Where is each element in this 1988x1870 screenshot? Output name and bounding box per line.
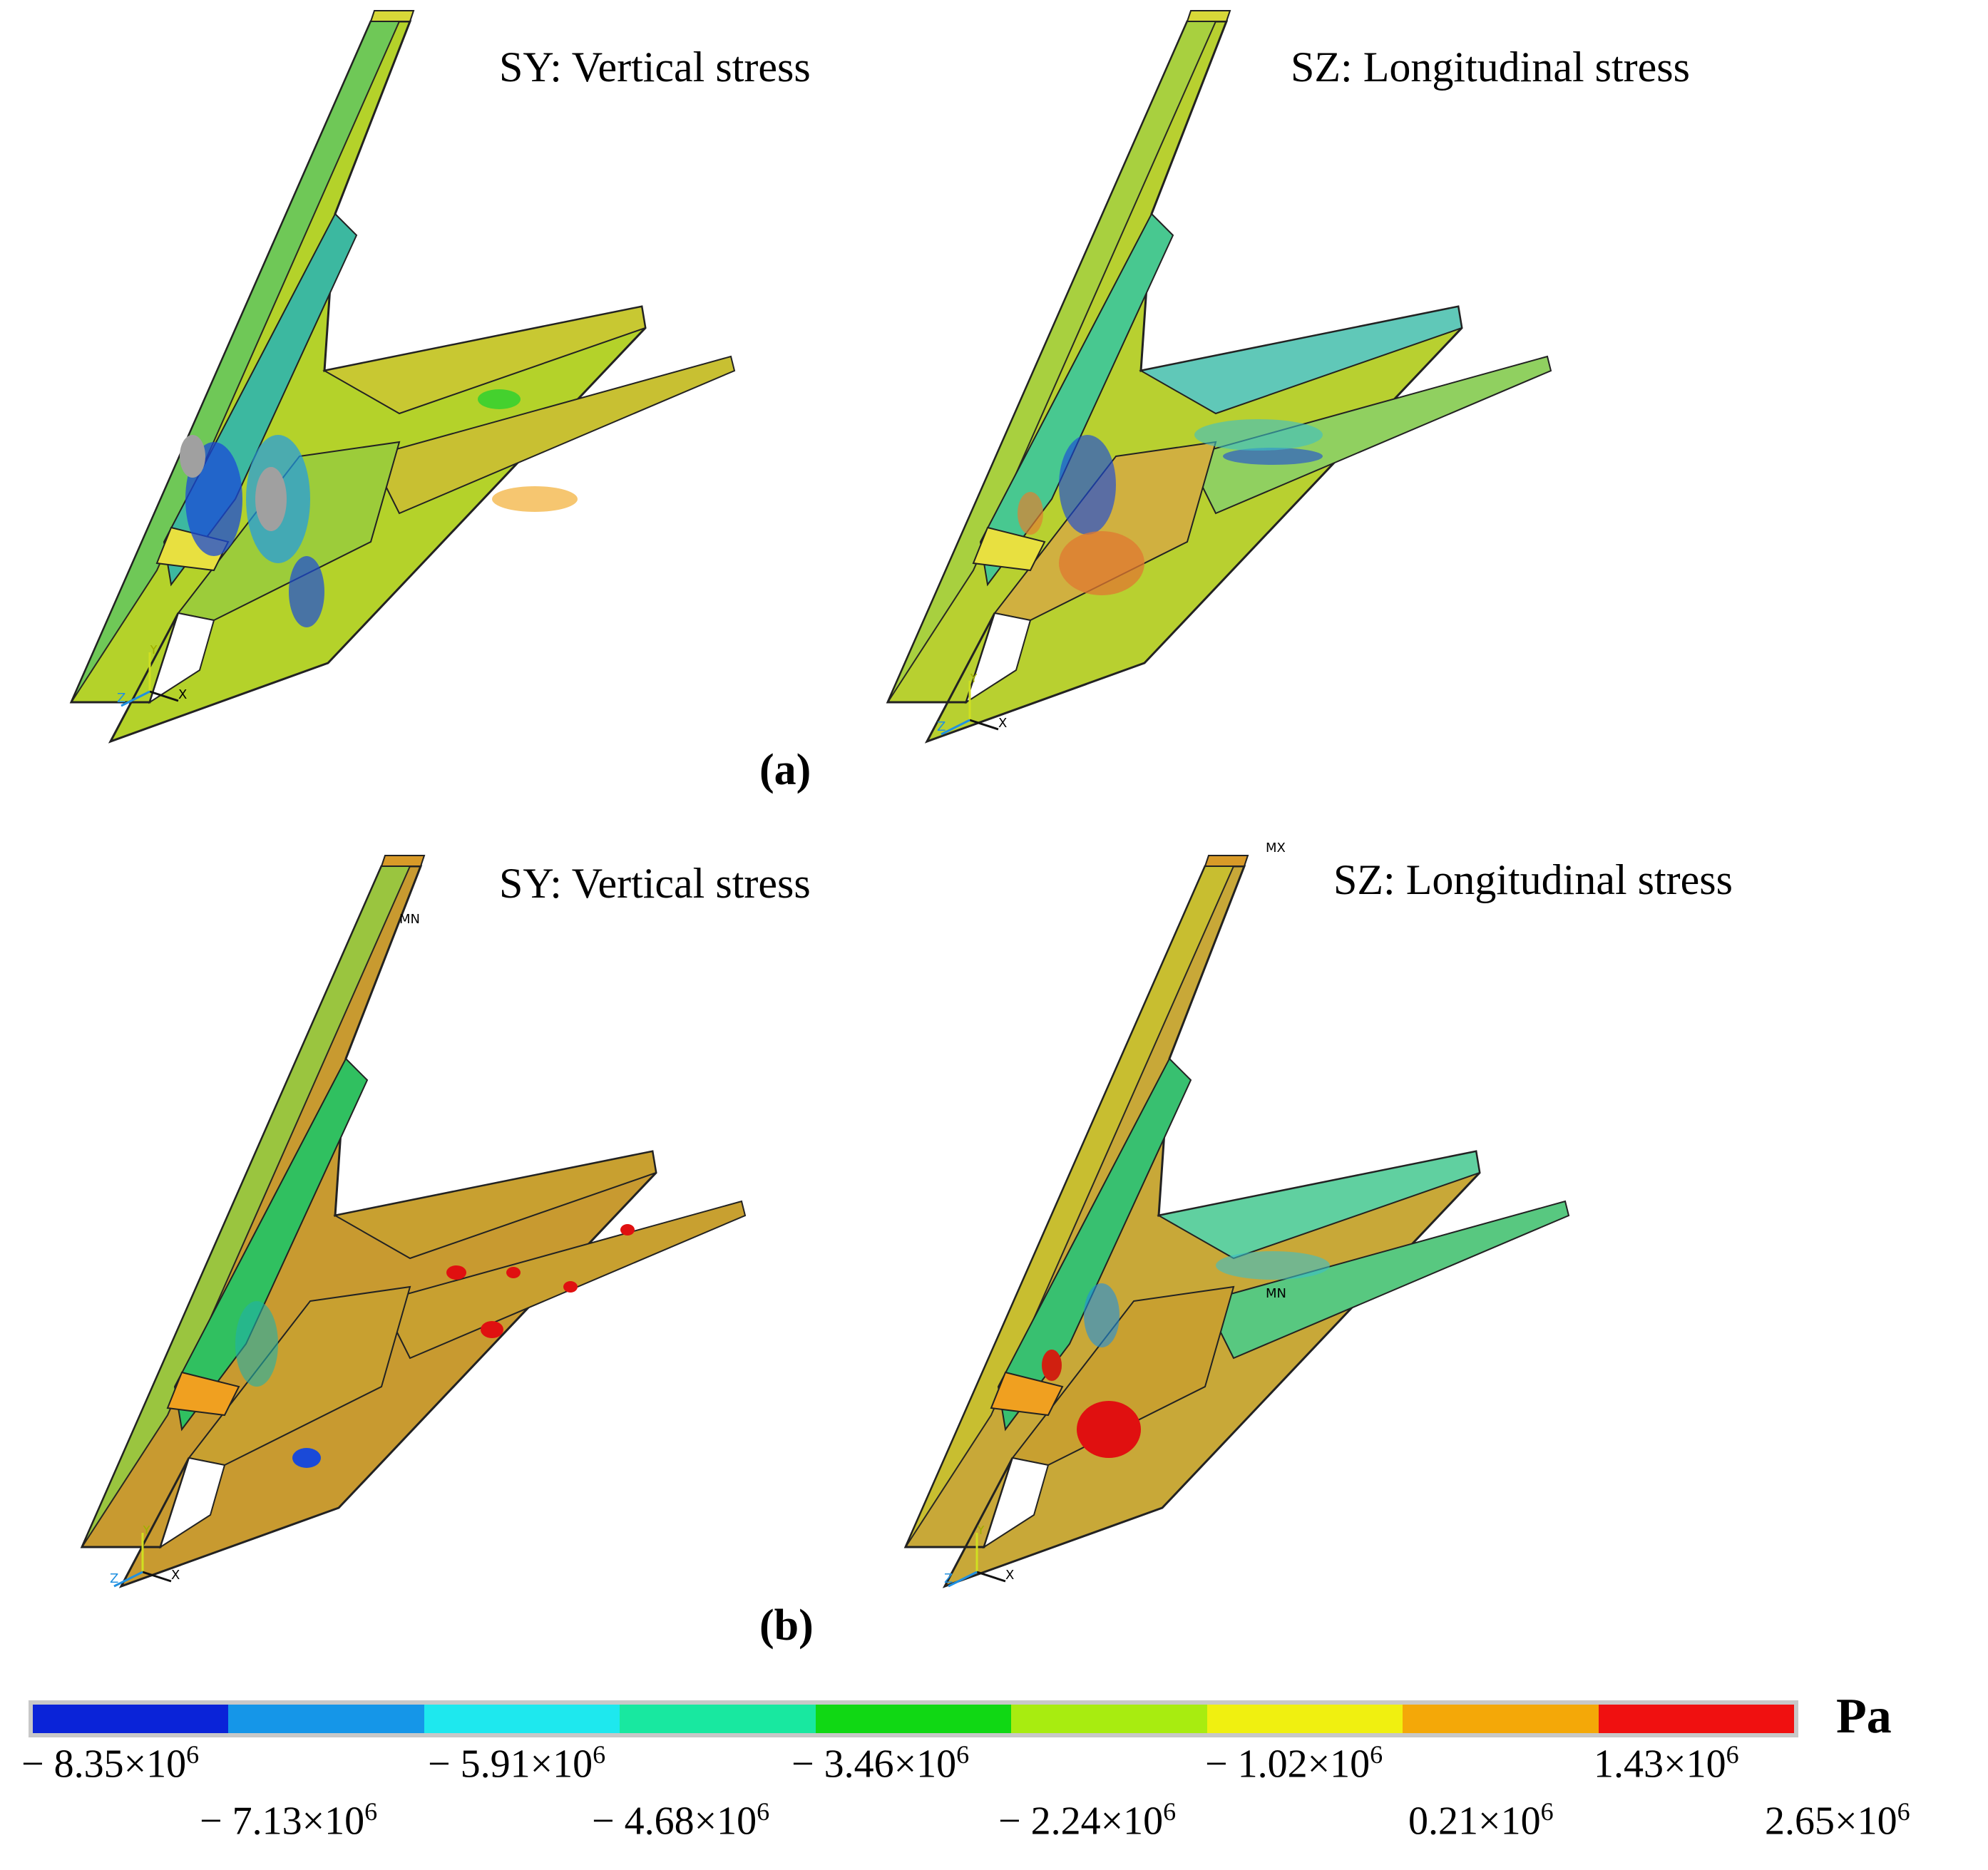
panel-title: SZ: Longitudinal stress xyxy=(1333,856,1733,903)
panel-b-sy: MN SY: Vertical stress X Y Z xyxy=(0,831,927,1615)
color-swatch-4 xyxy=(815,1705,1012,1733)
svg-text:Y: Y xyxy=(149,645,158,657)
tick-lower: − 4.68×106 xyxy=(592,1797,770,1844)
tick-upper: − 5.91×106 xyxy=(428,1740,606,1787)
color-swatch-6 xyxy=(1206,1705,1403,1733)
color-swatch-1 xyxy=(228,1705,424,1733)
svg-text:X: X xyxy=(171,1568,180,1583)
svg-text:Z: Z xyxy=(937,719,946,734)
panel-a-sz: SZ: Longitudinal stress X Y Z xyxy=(816,0,1743,756)
tick-lower: − 7.13×106 xyxy=(200,1797,378,1844)
color-swatch-7 xyxy=(1403,1705,1599,1733)
color-swatch-2 xyxy=(424,1705,620,1733)
tick-upper: − 3.46×106 xyxy=(791,1740,970,1787)
svg-text:X: X xyxy=(1005,1568,1014,1583)
axis-triad-icon: X Y Z xyxy=(944,1526,1014,1588)
axis-triad-icon: X Y Z xyxy=(110,1526,180,1588)
row-label-b: (b) xyxy=(759,1601,814,1650)
panel-title: SY: Vertical stress xyxy=(499,43,811,91)
tick-lower: 0.21×106 xyxy=(1408,1797,1554,1844)
panel-a-sy: SY: Vertical stress X Y Z xyxy=(0,0,927,756)
svg-text:Y: Y xyxy=(976,1526,985,1538)
svg-text:Z: Z xyxy=(117,691,125,706)
unit-label: Pa xyxy=(1836,1689,1892,1744)
svg-text:MX: MX xyxy=(1266,841,1286,856)
stress-contour-b-sz: MN MX xyxy=(904,841,1570,1588)
panel-title: SZ: Longitudinal stress xyxy=(1291,43,1690,91)
color-swatch-0 xyxy=(33,1705,229,1733)
tick-upper: − 1.02×106 xyxy=(1205,1740,1383,1787)
tick-upper: − 8.35×106 xyxy=(21,1740,200,1787)
tick-lower: − 2.24×106 xyxy=(998,1797,1177,1844)
stress-contour-a-sz xyxy=(886,9,1552,743)
tick-lower: 2.65×106 xyxy=(1765,1797,1910,1844)
axis-triad-icon: X Y Z xyxy=(117,645,187,707)
panel-title: SY: Vertical stress xyxy=(499,860,811,907)
svg-text:Y: Y xyxy=(142,1526,151,1538)
svg-text:X: X xyxy=(178,687,187,702)
stress-contour-b-sy: MN xyxy=(81,854,747,1588)
color-swatch-3 xyxy=(620,1705,816,1733)
color-scale-bar xyxy=(29,1700,1798,1737)
svg-text:Z: Z xyxy=(110,1571,118,1586)
svg-text:Y: Y xyxy=(969,674,978,686)
svg-text:MN: MN xyxy=(1266,1286,1286,1301)
svg-text:MN: MN xyxy=(399,912,420,927)
panel-b-sz: MN MX SZ: Longitudinal stress X Y Z xyxy=(816,831,1743,1615)
svg-text:X: X xyxy=(998,716,1007,731)
axis-triad-icon: X Y Z xyxy=(937,674,1007,736)
color-swatch-8 xyxy=(1598,1705,1794,1733)
tick-upper: 1.43×106 xyxy=(1594,1740,1739,1787)
row-label-a: (a) xyxy=(759,746,811,794)
color-swatch-5 xyxy=(1011,1705,1207,1733)
stress-contour-a-sy xyxy=(70,9,736,743)
svg-text:Z: Z xyxy=(944,1571,953,1586)
